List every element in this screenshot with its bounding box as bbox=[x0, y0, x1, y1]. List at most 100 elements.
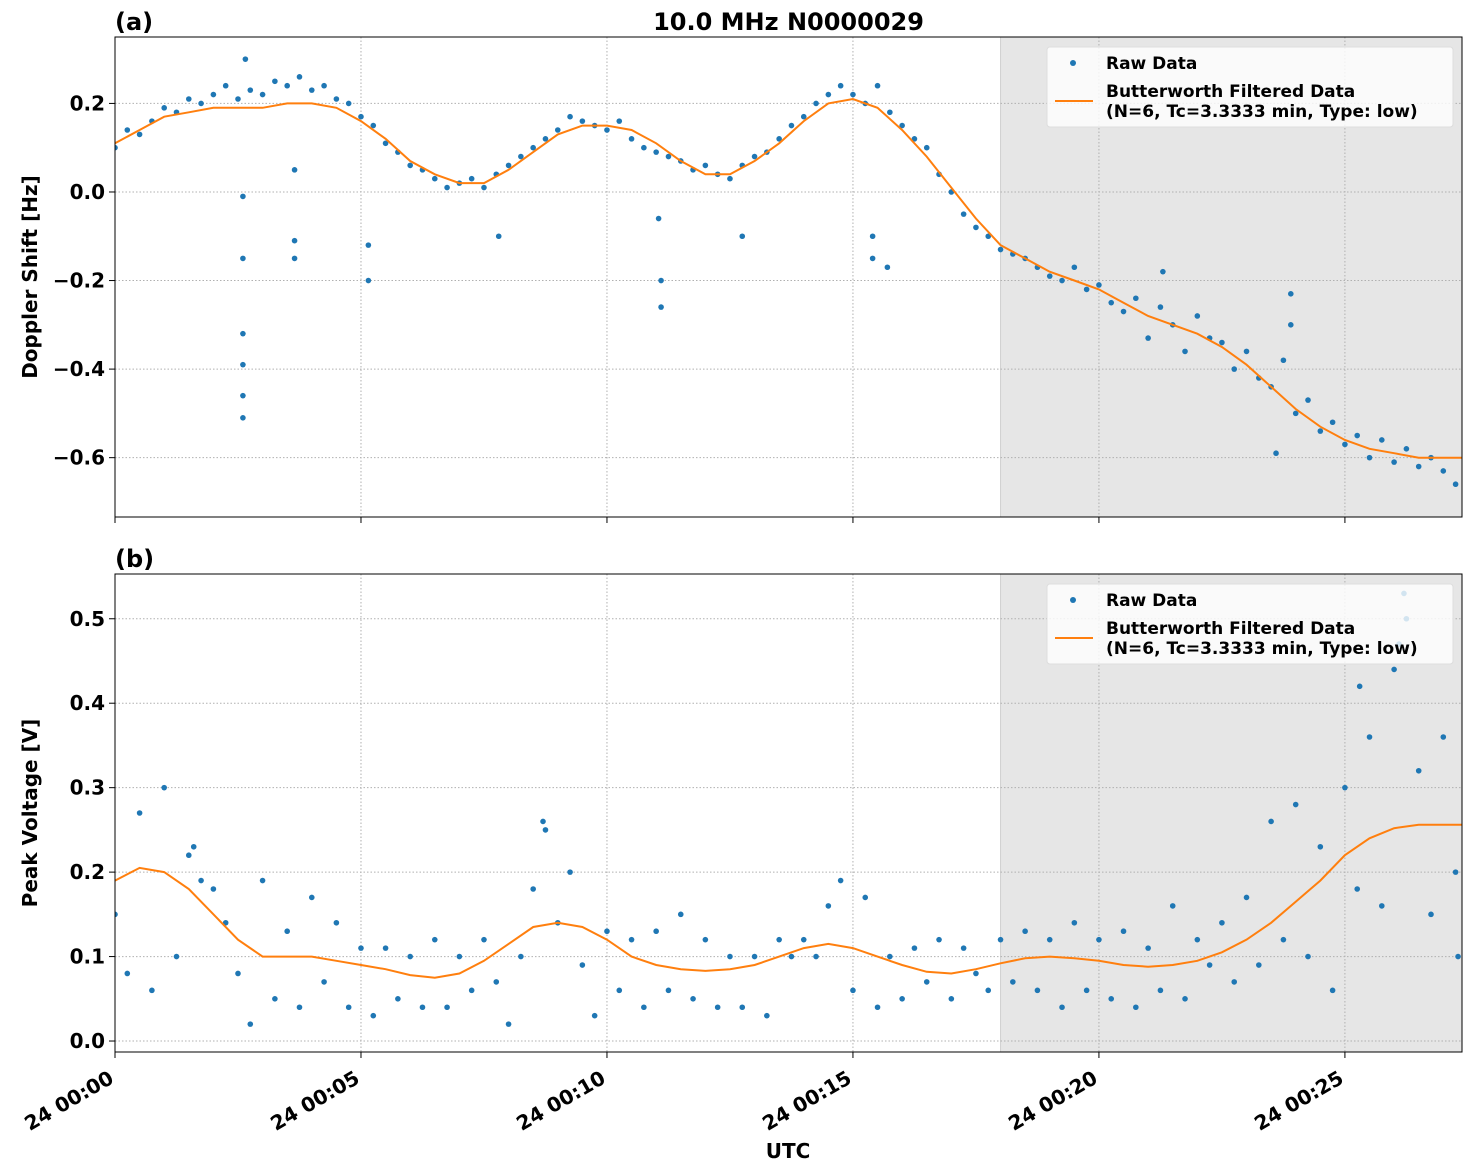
data-point bbox=[240, 415, 246, 421]
data-point bbox=[800, 113, 807, 120]
data-point bbox=[825, 91, 832, 98]
data-point bbox=[1096, 282, 1102, 288]
data-point bbox=[198, 877, 204, 884]
data-point bbox=[291, 167, 298, 173]
data-point bbox=[272, 995, 278, 1002]
data-point bbox=[240, 193, 246, 200]
data-point bbox=[1379, 903, 1385, 909]
data-point bbox=[1194, 936, 1201, 943]
data-point bbox=[358, 113, 364, 120]
data-point bbox=[1415, 463, 1422, 470]
data-point bbox=[198, 100, 204, 107]
data-point bbox=[1292, 801, 1299, 808]
data-point bbox=[190, 843, 197, 850]
data-point bbox=[1059, 1004, 1065, 1011]
data-point bbox=[1273, 450, 1279, 457]
data-point bbox=[493, 979, 500, 985]
legend-label: Raw Data bbox=[1106, 54, 1197, 74]
data-point bbox=[911, 945, 918, 951]
data-point bbox=[1046, 936, 1053, 943]
data-point bbox=[431, 175, 438, 182]
data-point bbox=[1391, 459, 1397, 465]
data-point bbox=[1083, 286, 1090, 293]
y-tick-label: 0.0 bbox=[70, 1029, 105, 1053]
panel-label: (a) bbox=[115, 8, 153, 36]
data-point bbox=[658, 304, 664, 310]
data-point bbox=[240, 255, 246, 262]
data-point bbox=[1219, 919, 1225, 926]
data-point bbox=[1071, 264, 1078, 271]
data-point bbox=[1120, 928, 1127, 935]
data-point bbox=[468, 175, 475, 182]
data-point bbox=[1133, 295, 1139, 302]
data-point bbox=[616, 118, 623, 124]
data-point bbox=[1059, 277, 1065, 284]
panel: 24 00:00 24 00:05 24 00:10 24 00:15 24 00:20… bbox=[18, 545, 1463, 1163]
panel-label: (b) bbox=[115, 545, 154, 573]
data-point bbox=[579, 962, 586, 968]
data-point bbox=[1440, 468, 1447, 474]
data-point bbox=[1096, 936, 1102, 943]
data-point bbox=[1268, 818, 1274, 825]
data-point bbox=[874, 1004, 881, 1011]
data-point bbox=[960, 945, 967, 951]
data-point bbox=[1366, 734, 1373, 740]
data-point bbox=[1287, 291, 1294, 297]
data-point bbox=[1452, 481, 1459, 488]
data-point bbox=[1157, 304, 1164, 310]
data-point bbox=[185, 96, 192, 102]
data-point bbox=[727, 175, 733, 182]
data-point bbox=[936, 936, 942, 943]
data-point bbox=[665, 987, 672, 994]
data-point bbox=[1133, 1004, 1139, 1011]
data-point bbox=[1034, 987, 1041, 994]
data-point bbox=[240, 361, 246, 368]
data-point bbox=[382, 140, 389, 147]
data-point bbox=[776, 136, 782, 142]
data-point bbox=[518, 153, 524, 160]
data-point bbox=[1379, 437, 1385, 443]
data-point bbox=[1354, 432, 1361, 439]
data-point bbox=[1231, 979, 1238, 985]
data-point bbox=[1305, 397, 1311, 403]
data-point bbox=[173, 953, 180, 960]
data-point bbox=[788, 122, 795, 129]
data-point bbox=[837, 82, 844, 89]
legend-box bbox=[1046, 46, 1454, 128]
data-point bbox=[1342, 784, 1348, 791]
data-point bbox=[1145, 945, 1151, 951]
data-point bbox=[641, 144, 647, 151]
data-point bbox=[973, 224, 979, 231]
data-point bbox=[136, 810, 143, 816]
data-point bbox=[1256, 962, 1262, 968]
data-point bbox=[222, 82, 229, 89]
y-axis-label: Doppler Shift [Hz] bbox=[18, 175, 42, 379]
data-point bbox=[800, 936, 807, 943]
data-point bbox=[1415, 767, 1422, 774]
data-point bbox=[1046, 273, 1053, 279]
data-point bbox=[296, 74, 303, 80]
data-point bbox=[973, 970, 979, 977]
data-point bbox=[653, 149, 659, 155]
data-point bbox=[1206, 962, 1213, 968]
data-point bbox=[530, 144, 536, 151]
data-point bbox=[1010, 979, 1016, 985]
data-point bbox=[284, 82, 290, 89]
axes-frame bbox=[114, 573, 1463, 1053]
data-point bbox=[291, 237, 298, 244]
data-point bbox=[345, 1004, 352, 1011]
data-point bbox=[677, 911, 684, 918]
data-point bbox=[235, 970, 241, 977]
data-point bbox=[658, 277, 664, 284]
data-point bbox=[370, 122, 377, 129]
data-point bbox=[149, 987, 155, 994]
data-point bbox=[604, 127, 610, 133]
data-point bbox=[1440, 734, 1447, 740]
data-point bbox=[591, 1012, 598, 1019]
data-point bbox=[923, 144, 930, 151]
data-point bbox=[240, 392, 246, 399]
data-point bbox=[321, 979, 327, 985]
legend-label: Butterworth Filtered Data (N=6, Tc=3.3333… bbox=[1106, 82, 1418, 122]
data-point bbox=[456, 953, 463, 960]
